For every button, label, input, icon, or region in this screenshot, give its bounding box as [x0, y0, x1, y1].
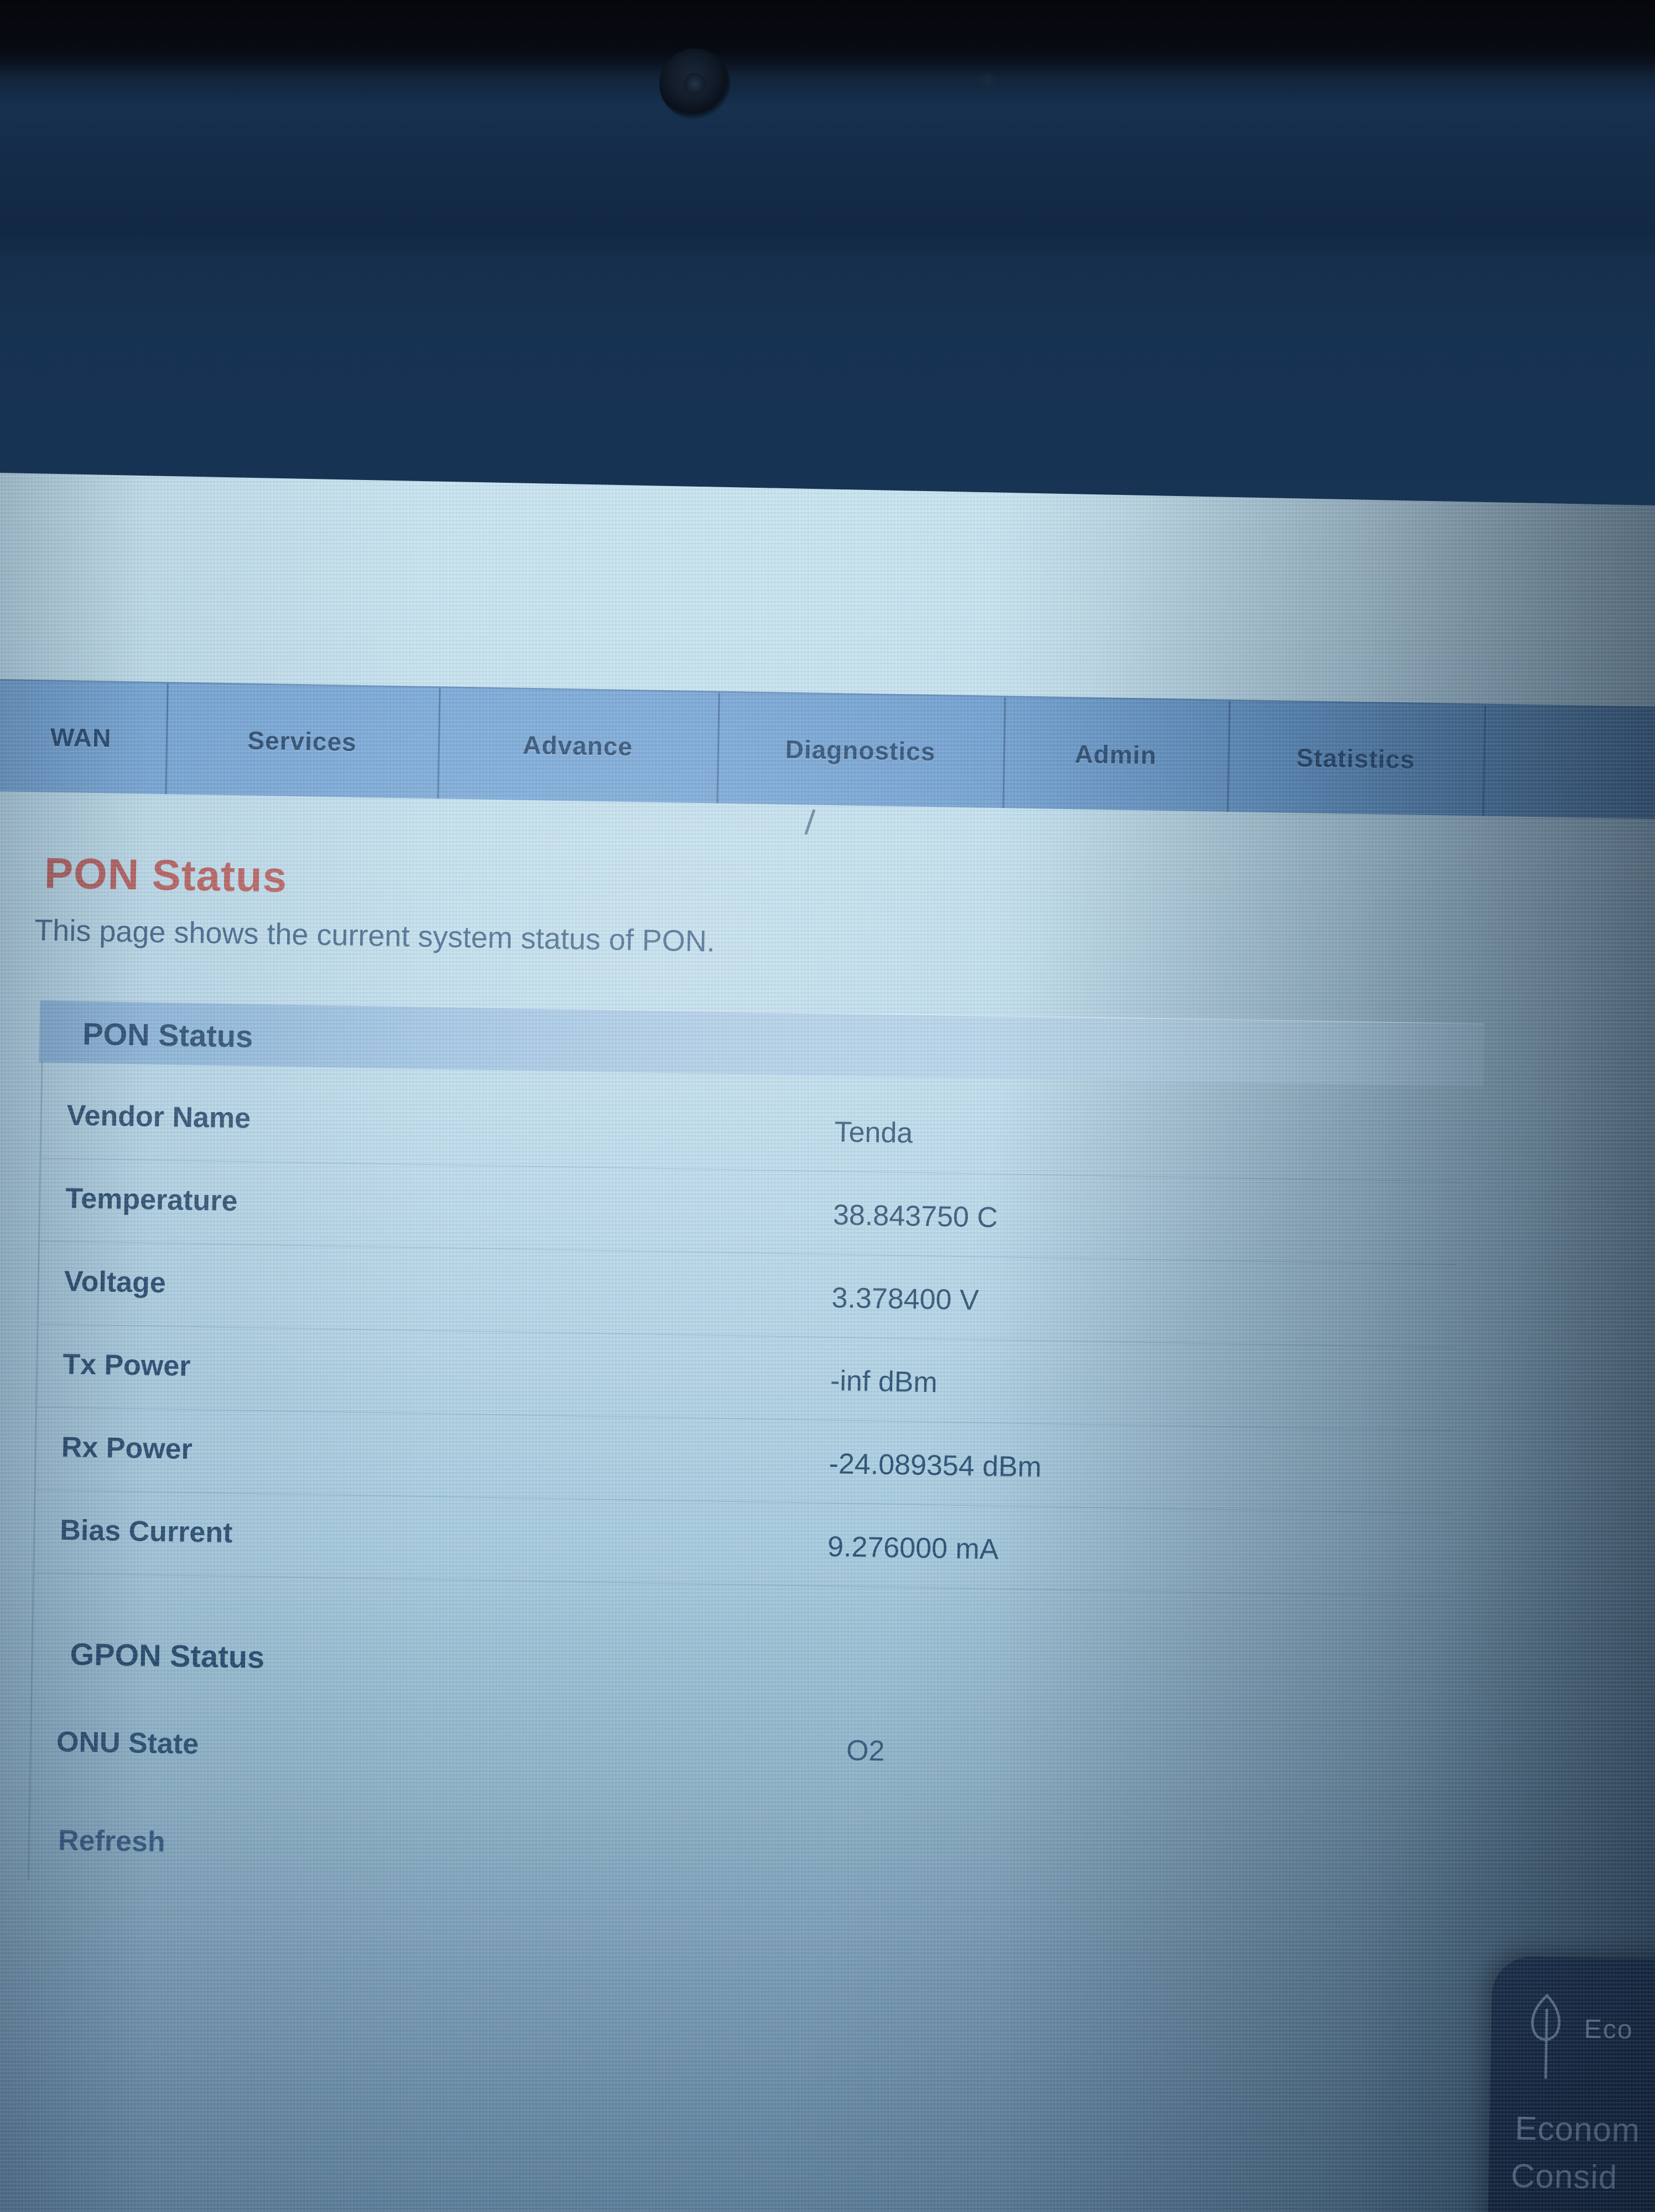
table-left-border — [27, 1061, 43, 1880]
row-value-bias-current: 9.276000 mA — [827, 1531, 999, 1566]
eco-flyout-title: Eco — [1584, 2014, 1633, 2045]
tab-admin[interactable]: Admin — [1002, 697, 1231, 812]
row-divider — [36, 1489, 1453, 1514]
main-nav-tabbar: WAN Services Advance Diagnostics Admin S… — [0, 679, 1655, 820]
row-divider — [39, 1323, 1455, 1348]
eco-flyout-text-line1: Econom — [1515, 2109, 1641, 2149]
row-label-bias-current: Bias Current — [59, 1514, 233, 1550]
tab-statistics[interactable]: Statistics — [1227, 701, 1486, 816]
row-divider — [38, 1406, 1454, 1431]
row-label-vendor-name: Vendor Name — [66, 1099, 251, 1135]
row-value-voltage: 3.378400 V — [831, 1282, 980, 1317]
row-label-tx-power: Tx Power — [62, 1348, 191, 1383]
row-value-rx-power: -24.089354 dBm — [829, 1448, 1042, 1484]
row-label-temperature: Temperature — [65, 1182, 238, 1218]
gpon-status-section-header: GPON Status — [70, 1636, 265, 1675]
eco-flyout-text-line2: Consid — [1510, 2157, 1618, 2196]
row-value-tx-power: -inf dBm — [830, 1365, 938, 1399]
row-divider — [40, 1240, 1456, 1265]
row-value-vendor-name: Tenda — [834, 1116, 913, 1150]
row-value-onu-state: O2 — [846, 1734, 885, 1767]
tab-wan[interactable]: WAN — [0, 680, 169, 795]
page-title: PON Status — [44, 848, 288, 901]
tab-advance[interactable]: Advance — [437, 688, 720, 804]
page-subtitle: This page shows the current system statu… — [34, 914, 716, 958]
row-label-voltage: Voltage — [64, 1265, 166, 1300]
row-value-temperature: 38.843750 C — [832, 1199, 998, 1234]
webcam-lens — [684, 73, 706, 95]
row-divider — [41, 1157, 1458, 1182]
eco-mode-flyout[interactable]: Eco Econom Consid — [1486, 1956, 1655, 2212]
tab-diagnostics[interactable]: Diagnostics — [716, 692, 1006, 808]
mouse-cursor — [804, 808, 816, 835]
laptop-bezel — [0, 0, 1655, 553]
webcam — [659, 49, 730, 119]
tab-services[interactable]: Services — [165, 684, 441, 799]
leaf-icon — [1531, 1994, 1561, 2081]
row-label-rx-power: Rx Power — [61, 1431, 193, 1466]
refresh-button[interactable]: Refresh — [58, 1824, 166, 1859]
pon-status-table-header: PON Status — [39, 999, 1485, 1087]
row-divider — [35, 1572, 1451, 1597]
ambient-sensor — [978, 71, 997, 90]
pon-status-table-header-label: PON Status — [82, 1016, 253, 1054]
row-label-onu-state: ONU State — [56, 1726, 199, 1761]
